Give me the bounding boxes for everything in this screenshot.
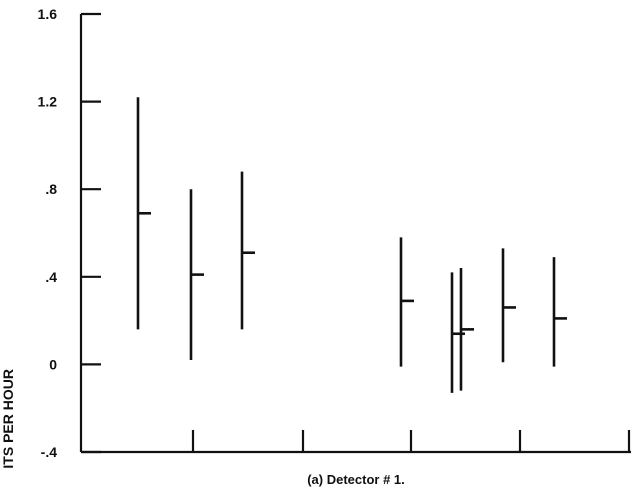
y-tick-label: -.4 <box>41 444 58 460</box>
y-tick-label: 1.6 <box>38 6 58 22</box>
y-tick-label: 0 <box>49 356 57 372</box>
y-tick-label: 1.2 <box>38 94 58 110</box>
x-ticks <box>191 430 631 452</box>
axes <box>79 14 631 454</box>
y-tick-label: .4 <box>45 269 57 285</box>
chart-caption: (a) Detector # 1. <box>307 472 405 487</box>
y-axis-label: ITS PER HOUR <box>0 369 16 469</box>
y-tick-label: .8 <box>45 181 57 197</box>
y-ticks: 1.6 1.2 .8 .4 0 -.4 <box>38 6 101 460</box>
error-bars <box>136 97 567 393</box>
